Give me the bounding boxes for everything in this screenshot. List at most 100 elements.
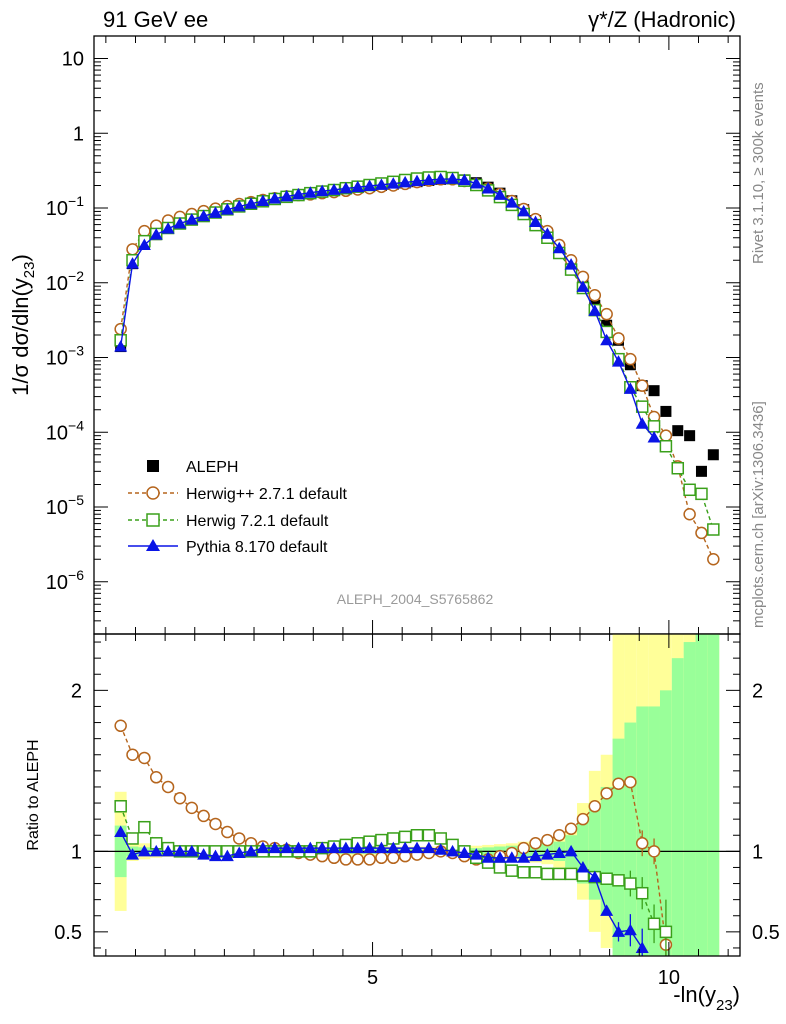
main-point-pythia-9 <box>220 203 234 215</box>
ratio-point-herwig7-38 <box>564 867 578 881</box>
aleph-point-46 <box>660 405 672 417</box>
ratio-point-herwig7-37 <box>552 867 566 881</box>
ratio-point-pythia-9 <box>220 849 234 862</box>
main-point-pythia-22 <box>374 178 388 190</box>
main-point-herwigpp-41 <box>600 307 613 321</box>
legend-label-pythia: Pythia 8.170 default <box>186 539 328 556</box>
ratio-point-pythia-31 <box>481 851 495 863</box>
ratio-point-pythia-14 <box>280 841 294 854</box>
legend-marker-aleph <box>147 460 159 472</box>
ratio-point-pythia-20 <box>351 841 365 854</box>
main-line-pythia <box>119 178 655 438</box>
ratio-point-pythia-42 <box>612 925 626 937</box>
main-point-pythia-6 <box>185 213 199 225</box>
ratio-point-herwig7-27 <box>434 832 447 845</box>
main-point-pythia-3 <box>149 228 163 240</box>
ratio-band-total-43 <box>624 722 637 956</box>
ratio-y-tick-label-right-2: 2 <box>752 680 763 702</box>
ratio-point-herwigpp-36 <box>541 833 554 847</box>
ratio-y-axis-label: Ratio to ALEPH <box>25 739 42 850</box>
main-point-pythia-44 <box>635 417 649 429</box>
main-point-pythia-0 <box>114 340 128 352</box>
ratio-band-total-47 <box>671 658 684 956</box>
ratio-point-pythia-30 <box>469 848 483 860</box>
ratio-point-pythia-43 <box>623 923 637 936</box>
main-point-pythia-18 <box>327 183 341 195</box>
main-point-pythia-38 <box>564 258 578 270</box>
ratio-y-tick-label-left-1: 1 <box>71 841 82 863</box>
ratio-point-herwigpp-7 <box>197 809 210 823</box>
main-point-pythia-17 <box>315 184 329 197</box>
ratio-point-pythia-19 <box>339 841 353 854</box>
ratio-point-herwigpp-23 <box>387 851 400 865</box>
ratio-point-herwig7-43 <box>624 877 637 890</box>
ratio-y-tick-label-right-1: 1 <box>752 841 763 863</box>
main-point-pythia-33 <box>505 196 519 208</box>
ratio-y-tick-label-right-0: 0.5 <box>752 922 780 944</box>
ratio-point-herwigpp-21 <box>363 853 376 866</box>
ratio-band-total-48 <box>683 642 696 956</box>
ratio-point-pythia-38 <box>564 844 578 857</box>
main-y-tick-label-3: 10−3 <box>46 343 84 370</box>
ratio-point-herwigpp-45 <box>647 845 661 858</box>
main-point-herwigpp-44 <box>635 379 649 392</box>
ratio-point-pythia-17 <box>315 841 329 854</box>
legend-entry-herwigpp: Herwig++ 2.7.1 default <box>128 486 348 503</box>
main-point-herwigpp-50 <box>707 553 720 566</box>
ratio-point-herwigpp-39 <box>576 812 590 826</box>
main-point-pythia-24 <box>398 175 412 188</box>
ratio-point-pythia-41 <box>600 904 614 916</box>
ratio-point-pythia-28 <box>446 844 460 857</box>
ratio-point-pythia-23 <box>386 841 400 854</box>
ratio-point-pythia-4 <box>161 844 175 857</box>
ratio-point-herwig7-26 <box>422 829 436 842</box>
ratio-point-herwigpp-10 <box>232 832 246 845</box>
aleph-point-45 <box>648 385 660 397</box>
main-point-herwigpp-0 <box>114 322 127 336</box>
ratio-point-herwig7-33 <box>505 864 519 877</box>
ratio-point-herwigpp-43 <box>624 775 637 789</box>
legend-entry-pythia: Pythia 8.170 default <box>128 539 328 556</box>
ratio-point-pythia-15 <box>291 841 305 854</box>
ratio-point-pythia-11 <box>244 844 258 857</box>
main-point-pythia-12 <box>256 194 270 207</box>
main-y-axis-label: 1/σ dσ/dln(y23) <box>8 254 38 396</box>
main-point-pythia-19 <box>339 181 353 194</box>
legend-marker-herwigpp <box>146 486 160 500</box>
main-y-tick-label-6: 1 <box>73 123 84 145</box>
ratio-point-pythia-8 <box>208 849 222 862</box>
main-point-pythia-13 <box>268 192 282 204</box>
aleph-point-47 <box>672 425 684 437</box>
ratio-point-herwig7-36 <box>541 867 554 881</box>
ratio-point-herwig7-2 <box>138 820 151 834</box>
x-tick-label-0: 5 <box>367 967 378 989</box>
ratio-point-pythia-5 <box>173 844 187 857</box>
main-point-pythia-20 <box>351 180 365 193</box>
main-point-herwigpp-43 <box>624 352 637 366</box>
legend-label-aleph: ALEPH <box>186 459 238 476</box>
ratio-y-tick-label-left-0: 0.5 <box>54 922 82 944</box>
main-point-herwig7-45 <box>647 420 661 433</box>
x-axis-label: -ln(y23) <box>673 982 740 1014</box>
main-point-pythia-29 <box>457 173 471 186</box>
ratio-point-herwig7-42 <box>612 874 625 887</box>
main-point-pythia-16 <box>303 186 317 198</box>
ratio-band-total-46 <box>659 690 672 956</box>
ratio-point-herwig7-25 <box>410 829 424 842</box>
main-y-tick-label-4: 10−2 <box>46 268 84 295</box>
mcplots-label: mcplots.cern.ch [arXiv:1306.3436] <box>750 401 767 628</box>
main-point-pythia-23 <box>386 177 400 189</box>
ratio-point-herwigpp-44 <box>635 837 649 850</box>
ratio-point-pythia-37 <box>552 846 566 858</box>
header-left-label: 91 GeV ee <box>103 7 208 32</box>
ratio-point-herwigpp-1 <box>126 748 139 761</box>
ratio-point-pythia-29 <box>457 846 471 858</box>
legend-label-herwig7: Herwig 7.2.1 default <box>186 513 329 530</box>
main-point-pythia-15 <box>291 187 305 200</box>
ratio-point-pythia-39 <box>576 860 590 873</box>
ratio-point-pythia-12 <box>256 841 270 854</box>
ratio-point-herwigpp-42 <box>612 777 625 790</box>
ratio-point-herwigpp-41 <box>600 787 613 800</box>
ratio-band-total-45 <box>648 706 660 956</box>
